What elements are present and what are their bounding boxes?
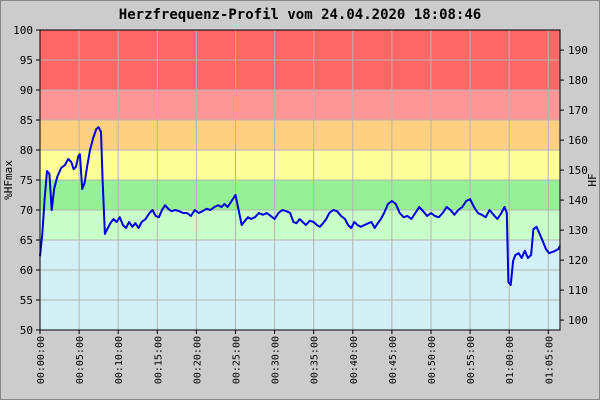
x-tick-label: 00:15:00 bbox=[153, 336, 164, 384]
x-tick-label: 01:05:00 bbox=[544, 336, 555, 384]
y-axis-right: 100 110 120 130 140 150 160 170 180 190 bbox=[560, 44, 588, 327]
plot-border bbox=[39, 29, 561, 331]
y-tick-label-left: 65 bbox=[20, 234, 33, 247]
zone-band-4 bbox=[40, 120, 560, 150]
y-tick-label-right: 120 bbox=[568, 254, 588, 267]
y-tick-label-right: 100 bbox=[568, 314, 588, 327]
y-axis-label-left: %HFmax bbox=[2, 160, 15, 200]
y-tick-label-right: 170 bbox=[568, 104, 588, 117]
x-tick-label: 00:25:00 bbox=[231, 336, 242, 384]
y-tick-label-right: 150 bbox=[568, 164, 588, 177]
series-group bbox=[39, 126, 561, 286]
y-tick-label-left: 70 bbox=[20, 204, 33, 217]
x-tick-label: 00:40:00 bbox=[349, 336, 360, 384]
y-tick-label-left: 80 bbox=[20, 144, 33, 157]
x-tick-label: 00:45:00 bbox=[388, 336, 399, 384]
zone-band-5 bbox=[40, 90, 560, 120]
y-tick-label-right: 180 bbox=[568, 74, 588, 87]
y-tick-label-right: 130 bbox=[568, 224, 588, 237]
y-tick-label-left: 50 bbox=[20, 324, 33, 337]
x-tick-label: 01:00:00 bbox=[505, 336, 516, 384]
x-tick-label: 00:05:00 bbox=[75, 336, 86, 384]
x-axis: 00:00:00 00:05:00 00:10:00 00:15:00 00:20:00… bbox=[36, 330, 555, 384]
y-tick-label-left: 60 bbox=[20, 264, 33, 277]
y-axis-left: 50 55 60 65 70 75 80 85 90 95 100 bbox=[13, 24, 40, 337]
zone-band-3 bbox=[40, 150, 560, 180]
x-tick-label: 00:10:00 bbox=[114, 336, 125, 384]
y-tick-label-right: 190 bbox=[568, 44, 588, 57]
x-tick-label: 00:30:00 bbox=[271, 336, 282, 384]
y-tick-label-left: 95 bbox=[20, 54, 33, 67]
y-axis-label-right: HF bbox=[586, 173, 599, 186]
y-tick-label-left: 100 bbox=[13, 24, 33, 37]
y-tick-label-left: 90 bbox=[20, 84, 33, 97]
x-tick-label: 00:55:00 bbox=[466, 336, 477, 384]
y-tick-label-left: 75 bbox=[20, 174, 33, 187]
chart-title: Herzfrequenz-Profil vom 24.04.2020 18:08… bbox=[119, 7, 481, 23]
y-tick-label-right: 110 bbox=[568, 284, 588, 297]
series-line-0 bbox=[39, 126, 561, 286]
x-tick-label: 00:50:00 bbox=[427, 336, 438, 384]
zone-band-0 bbox=[40, 240, 560, 330]
x-tick-label: 00:00:00 bbox=[36, 336, 47, 384]
y-tick-label-right: 160 bbox=[568, 134, 588, 147]
y-tick-label-left: 85 bbox=[20, 114, 33, 127]
x-tick-label: 00:20:00 bbox=[192, 336, 203, 384]
x-tick-label: 00:35:00 bbox=[310, 336, 321, 384]
y-tick-label-left: 55 bbox=[20, 294, 33, 307]
y-tick-label-right: 140 bbox=[568, 194, 588, 207]
